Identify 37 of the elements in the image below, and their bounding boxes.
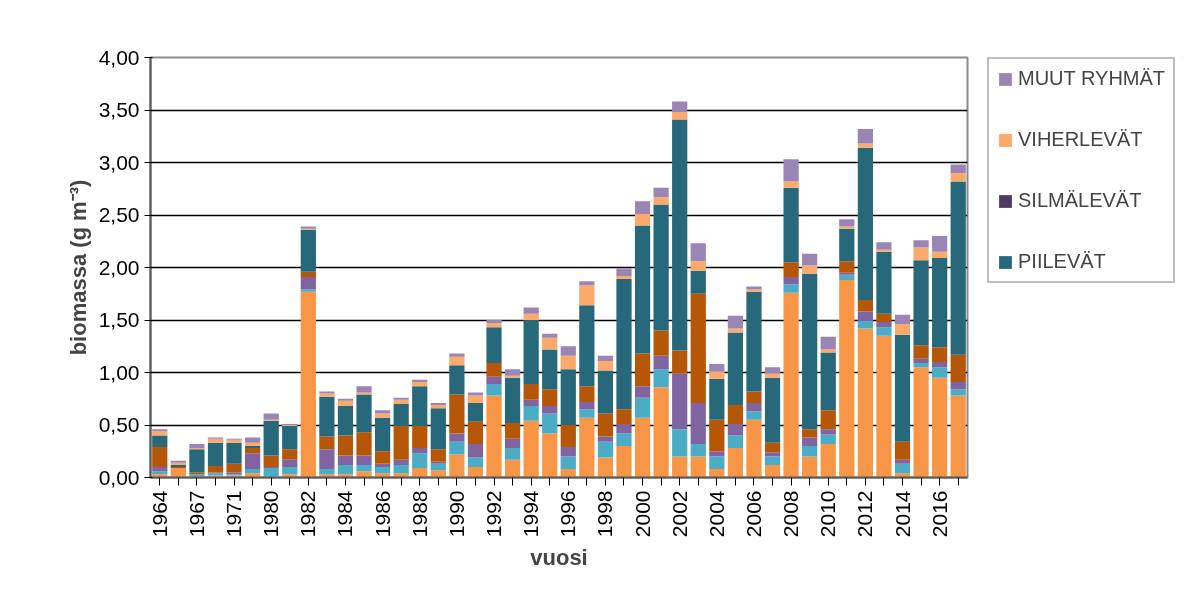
x-tick-label: 2012 — [853, 490, 877, 538]
y-tick-label: 1,50 — [98, 308, 140, 331]
y-tick-label: 1,00 — [98, 360, 140, 384]
y-tick-label: 3,00 — [98, 150, 140, 174]
x-tick-label: 1971 — [222, 490, 246, 538]
x-tick-label: 2016 — [927, 490, 951, 538]
legend-label: VIHERLEVÄT — [1018, 128, 1143, 151]
legend-label: PIILEVÄT — [1018, 250, 1106, 273]
y-tick-label: 3,50 — [98, 98, 140, 121]
y-tick-label: 0,00 — [98, 465, 140, 489]
legend-label: SILMÄLEVÄT — [1018, 189, 1142, 212]
x-tick-label: 1980 — [259, 490, 283, 538]
y-tick-label: 4,00 — [98, 45, 140, 69]
x-tick-label: 2000 — [630, 490, 654, 538]
x-tick-label: 2006 — [741, 490, 765, 538]
x-tick-label: 1982 — [296, 490, 320, 538]
y-tick-label: 2,50 — [98, 203, 140, 226]
y-axis-title: biomassa (g m⁻³) — [65, 179, 91, 356]
x-tick-label: 1996 — [556, 490, 580, 538]
x-tick-label: 2014 — [890, 490, 914, 538]
x-tick-label: 1967 — [184, 490, 208, 538]
x-tick-label: 1984 — [333, 490, 357, 538]
x-tick-label: 2004 — [704, 490, 728, 538]
x-tick-label: 1994 — [519, 490, 543, 538]
x-tick-label: 2008 — [779, 490, 803, 538]
x-tick-label: 1990 — [444, 490, 468, 538]
y-tick-label: 2,00 — [98, 255, 140, 279]
x-tick-label: 1986 — [370, 490, 394, 538]
x-tick-label: 2002 — [667, 490, 691, 538]
y-tick-label: 0,50 — [98, 413, 140, 436]
x-axis-title: vuosi — [530, 545, 588, 571]
x-tick-label: 2010 — [816, 490, 840, 538]
x-tick-label: 1964 — [147, 490, 171, 538]
legend-label: MUUT RYHMÄT — [1018, 67, 1166, 90]
x-tick-label: 1998 — [593, 490, 617, 538]
x-tick-label: 1988 — [407, 490, 431, 538]
x-tick-label: 1992 — [482, 490, 506, 538]
